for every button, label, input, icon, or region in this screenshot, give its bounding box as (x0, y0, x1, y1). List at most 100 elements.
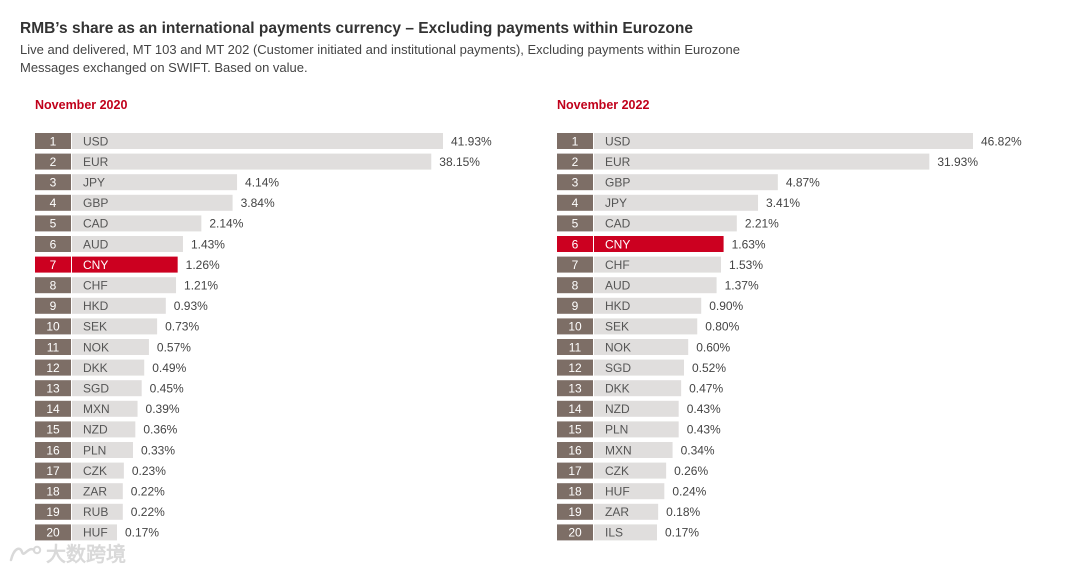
category-label: HKD (605, 299, 631, 313)
value-label: 1.21% (184, 279, 218, 293)
rank-label: 20 (46, 526, 60, 540)
rank-box (35, 153, 71, 170)
category-label: ZAR (83, 485, 107, 499)
value-label: 4.14% (245, 176, 279, 190)
bar-mxn (72, 400, 138, 417)
category-label: USD (605, 134, 631, 148)
bar-zar (72, 483, 123, 500)
bar-row-nok: 11 NOK 0.60% (557, 339, 731, 355)
bar-row-usd: 1 USD 46.82% (557, 133, 1022, 149)
value-label: 3.84% (241, 196, 275, 210)
bar-row-hkd: 9 HKD 0.93% (35, 297, 208, 314)
bar-row-rub: 19 RUB 0.22% (35, 503, 165, 520)
value-label: 0.34% (681, 443, 715, 457)
category-label: PLN (605, 423, 628, 437)
rank-box (35, 133, 71, 149)
bar-nok (594, 339, 689, 355)
category-label: NZD (605, 402, 630, 416)
rank-label: 17 (46, 464, 60, 478)
bar-jpy (594, 194, 759, 211)
category-label: NOK (83, 340, 109, 354)
bar-huf (594, 483, 665, 500)
rank-label: 10 (568, 320, 582, 334)
bar-nok (72, 339, 149, 355)
value-label: 0.39% (146, 402, 180, 416)
bar-chf (594, 256, 721, 273)
bar-cny (594, 236, 724, 252)
bar-chf (72, 277, 177, 294)
value-label: 0.17% (125, 526, 159, 540)
bar-eur (72, 153, 432, 170)
bar-row-jpy: 3 JPY 4.14% (35, 174, 279, 191)
value-label: 0.22% (131, 485, 165, 499)
bar-row-aud: 8 AUD 1.37% (557, 277, 759, 294)
bar-rub (72, 503, 123, 520)
rank-box (557, 380, 593, 397)
rank-label: 13 (46, 382, 60, 396)
bar-row-jpy: 4 JPY 3.41% (557, 194, 800, 211)
rank-box (35, 462, 71, 479)
category-label: EUR (605, 155, 631, 169)
rank-box (557, 339, 593, 355)
rank-box (35, 483, 71, 500)
rank-label: 3 (50, 176, 57, 190)
bar-usd (594, 133, 973, 149)
bar-row-sek: 10 SEK 0.80% (557, 318, 740, 335)
bar-czk (72, 462, 124, 479)
chart-subtitle-line-1: Live and delivered, MT 103 and MT 202 (C… (20, 42, 740, 57)
bar-mxn (594, 442, 673, 458)
rank-box (35, 339, 71, 355)
bar-row-czk: 17 CZK 0.26% (557, 462, 708, 479)
value-label: 0.90% (709, 299, 743, 313)
bar-cny (72, 256, 178, 273)
rank-label: 18 (46, 485, 60, 499)
bar-nzd (72, 421, 136, 438)
category-label: CZK (83, 464, 107, 478)
value-label: 0.93% (174, 299, 208, 313)
rank-box (35, 442, 71, 458)
watermark-text: 大数跨境 (46, 544, 126, 566)
rank-box (557, 318, 593, 335)
bar-pln (594, 421, 679, 438)
value-label: 2.14% (209, 217, 243, 231)
category-label: SGD (83, 382, 109, 396)
value-label: 3.41% (766, 196, 800, 210)
panel-title-2020: November 2020 (35, 98, 128, 112)
rank-label: 9 (50, 299, 57, 313)
rank-box (557, 194, 593, 211)
value-label: 0.45% (150, 382, 184, 396)
rank-label: 11 (569, 340, 582, 354)
rank-label: 17 (568, 464, 582, 478)
rank-box (557, 400, 593, 417)
rank-label: 18 (568, 485, 582, 499)
rank-label: 20 (568, 526, 582, 540)
category-label: DKK (83, 361, 108, 375)
bar-aud (594, 277, 717, 294)
value-label: 1.43% (191, 237, 225, 251)
value-label: 0.43% (687, 402, 721, 416)
bar-row-dkk: 13 DKK 0.47% (557, 380, 723, 397)
category-label: HUF (605, 485, 630, 499)
value-label: 1.26% (186, 258, 220, 272)
category-label: MXN (83, 402, 110, 416)
watermark-logo-icon (9, 545, 42, 561)
bar-sgd (594, 359, 684, 376)
bar-row-mxn: 14 MXN 0.39% (35, 400, 180, 417)
rank-box (35, 400, 71, 417)
rank-label: 8 (572, 279, 579, 293)
bar-row-eur: 2 EUR 31.93% (557, 153, 978, 170)
rank-box (557, 483, 593, 500)
rank-label: 15 (568, 423, 582, 437)
bar-zar (594, 503, 659, 520)
bar-nzd (594, 400, 679, 417)
rank-box (557, 359, 593, 376)
category-label: ILS (605, 526, 623, 540)
category-label: CAD (605, 217, 631, 231)
bar-row-zar: 18 ZAR 0.22% (35, 483, 165, 500)
rank-box (35, 380, 71, 397)
rank-box (557, 256, 593, 273)
rank-label: 7 (50, 258, 57, 272)
category-label: NZD (83, 423, 108, 437)
bar-row-usd: 1 USD 41.93% (35, 133, 492, 149)
value-label: 0.49% (152, 361, 186, 375)
